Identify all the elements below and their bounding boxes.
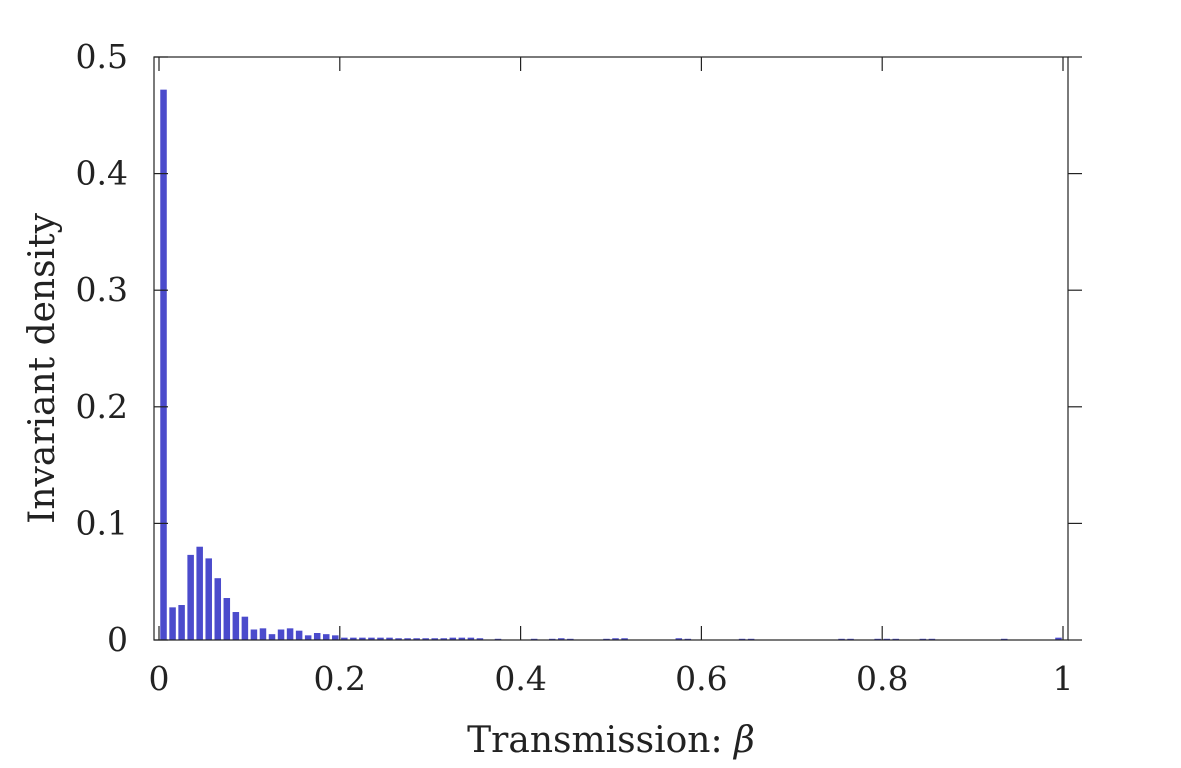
histogram-bar <box>332 635 339 640</box>
x-axis-label: Transmission: β <box>467 720 755 761</box>
ticks-group <box>154 56 1082 641</box>
histogram-bar <box>205 558 212 640</box>
histogram-bar <box>268 634 276 640</box>
histogram-bar <box>476 638 484 640</box>
histogram-bar <box>386 637 393 640</box>
y-axis-label: Invariant density <box>22 212 63 523</box>
histogram-bar <box>558 638 565 640</box>
histogram-bar <box>196 546 203 640</box>
histogram-bar <box>341 637 348 640</box>
x-tick-label: 0.6 <box>675 659 727 698</box>
histogram-bar <box>232 612 240 640</box>
histogram-bar <box>612 638 619 640</box>
histogram-bar <box>313 633 321 640</box>
x-tick-label: 0.8 <box>856 659 908 698</box>
x-tick-label: 0.2 <box>314 659 366 698</box>
x-tick-label: 0.4 <box>494 659 546 698</box>
plot-frame <box>153 56 1069 641</box>
histogram-bar <box>322 634 330 640</box>
histogram-bar <box>259 628 267 640</box>
tick-labels-group: 0 0.2 0.4 0.6 0.8 1 0 0.1 0.2 0.3 0.4 0.5 <box>76 37 1074 698</box>
histogram-bar <box>169 607 176 640</box>
bars-group <box>160 89 1062 640</box>
histogram-bar <box>675 638 683 640</box>
histogram-bar <box>431 638 438 640</box>
histogram-bar <box>359 637 366 640</box>
histogram-bar <box>621 638 628 640</box>
histogram-bar <box>1055 637 1062 640</box>
x-axis-label-text: Transmission: <box>467 720 734 761</box>
histogram-bar <box>187 554 194 640</box>
y-tick-label: 0.1 <box>76 503 128 542</box>
histogram-bar <box>413 638 420 640</box>
histogram-bar <box>449 637 457 640</box>
histogram-bar <box>395 638 402 640</box>
histogram-bar <box>160 89 167 640</box>
histogram-bar <box>241 616 249 640</box>
y-tick-label: 0.5 <box>76 37 128 76</box>
histogram-bar <box>304 635 312 640</box>
x-tick-label: 0 <box>149 659 170 698</box>
histogram-bar <box>422 638 429 640</box>
histogram-bar <box>250 629 258 640</box>
x-axis-label-symbol: β <box>732 720 755 761</box>
histogram-bar <box>178 605 185 640</box>
histogram-bar <box>467 637 475 640</box>
histogram-bar <box>368 637 375 640</box>
histogram-bar <box>277 629 285 640</box>
y-tick-label: 0.2 <box>76 387 128 426</box>
histogram-bar <box>440 638 448 640</box>
histogram-bar <box>286 628 294 640</box>
histogram-bar <box>404 638 411 640</box>
y-tick-label: 0 <box>107 620 128 659</box>
x-tick-label: 1 <box>1053 659 1074 698</box>
histogram-bar <box>377 637 384 640</box>
histogram-bar <box>458 637 466 640</box>
histogram-bar <box>223 598 231 640</box>
histogram-bar <box>295 630 303 640</box>
y-tick-label: 0.4 <box>76 154 128 193</box>
histogram-bar <box>350 637 357 640</box>
y-tick-label: 0.3 <box>76 270 128 309</box>
histogram-bar <box>214 578 222 640</box>
